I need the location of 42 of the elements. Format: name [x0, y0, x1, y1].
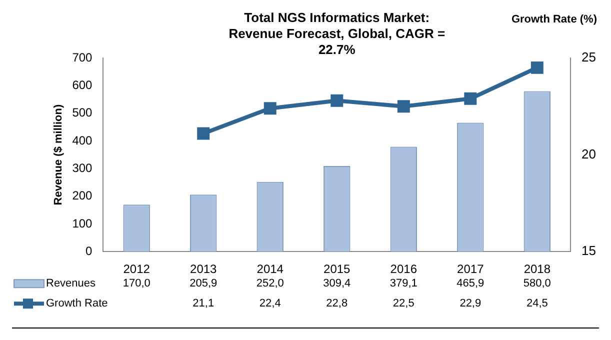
y-tick-label: 0: [86, 244, 93, 258]
y-tick-label: 100: [72, 216, 93, 230]
data-label: 205,9: [190, 278, 218, 290]
x-tick-label: 2012: [123, 262, 150, 276]
y-tick-label: 500: [72, 106, 93, 120]
data-label: 21,1: [192, 298, 214, 310]
data-label: 580,0: [523, 278, 551, 290]
y2-tick-label: 25: [582, 50, 596, 65]
y-axis-title: Revenue ($ million): [52, 104, 65, 206]
data-label: 22,5: [392, 298, 414, 310]
data-label: 309,4: [323, 278, 351, 290]
y2-tick-label: 15: [582, 243, 596, 258]
x-tick-label: 2016: [390, 262, 418, 276]
y2-tick-label: 20: [582, 146, 596, 162]
point: [530, 61, 544, 74]
x-tick-label: 2014: [256, 262, 284, 276]
data-label: 379,1: [390, 278, 418, 290]
x-tick-label: 2018: [524, 262, 551, 276]
y-tick-label: 600: [72, 78, 93, 92]
chart-title: Total NGS Informatics Market: Revenue Forecast, Global, CAGR = 22.7%: [228, 10, 446, 58]
legend-label: Revenues: [46, 278, 96, 290]
y2-axis-title: Growth Rate (%): [511, 14, 598, 26]
point: [397, 100, 410, 113]
data-label: 24,5: [526, 298, 548, 310]
y-tick-label: 400: [72, 133, 93, 148]
data-label: 22,8: [326, 298, 348, 310]
point: [464, 92, 477, 105]
point: [197, 127, 210, 140]
point: [330, 94, 344, 107]
data-label: 22,4: [259, 298, 281, 310]
y-tick-label: 300: [72, 160, 93, 175]
data-label: 252,0: [256, 278, 284, 290]
data-label: 22,9: [460, 298, 482, 310]
data-label: 170,0: [122, 278, 150, 290]
x-tick-label: 2013: [190, 262, 218, 276]
x-tick-label: 2015: [324, 262, 351, 276]
legend-label: Growth Rate: [46, 298, 108, 310]
y-tick-label: 200: [72, 188, 93, 203]
x-tick-label: 2017: [457, 262, 484, 276]
data-label: 465,9: [456, 278, 484, 290]
point: [264, 102, 276, 115]
y-tick-label: 700: [72, 50, 93, 64]
